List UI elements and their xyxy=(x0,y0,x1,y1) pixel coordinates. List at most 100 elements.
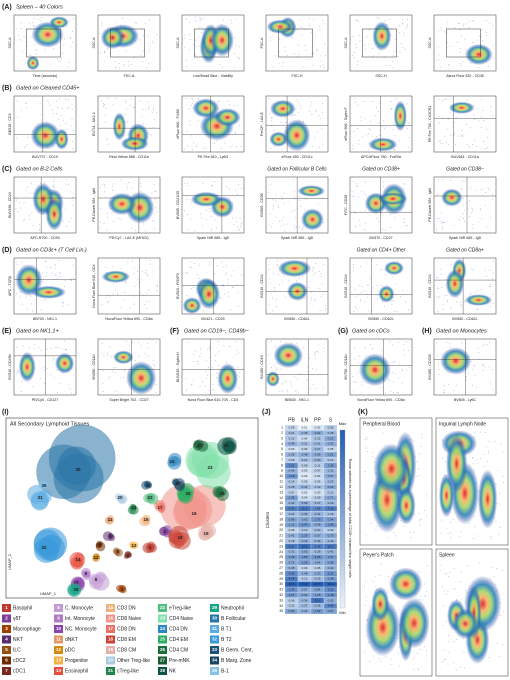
event-dot xyxy=(234,53,236,55)
cell-value: 0.12 xyxy=(289,436,295,440)
event-dot xyxy=(106,302,108,304)
event-dot xyxy=(35,49,37,51)
event-dot xyxy=(360,292,362,293)
event-dot xyxy=(453,225,455,226)
event-dot xyxy=(372,287,374,289)
cell-value: 0.11 xyxy=(315,463,321,467)
event-dot xyxy=(127,261,129,263)
event-dot xyxy=(477,462,479,464)
event-dot xyxy=(237,56,239,58)
event-dot xyxy=(153,119,155,121)
event-dot xyxy=(311,299,313,301)
legend-swatch xyxy=(210,667,219,675)
density-blob xyxy=(359,353,391,387)
cell-value: 0.48 xyxy=(302,452,308,456)
event-dot xyxy=(459,29,461,31)
cell-value: 0.15 xyxy=(315,436,321,440)
event-dot xyxy=(319,66,321,67)
event-dot xyxy=(15,346,17,348)
cluster-cloud xyxy=(94,571,107,583)
event-dot xyxy=(209,211,211,212)
event-dot xyxy=(268,264,270,265)
event-dot xyxy=(272,66,274,68)
density-blob xyxy=(393,100,407,132)
event-dot xyxy=(72,18,74,20)
event-dot xyxy=(384,20,386,22)
event-dot xyxy=(193,286,194,288)
event-dot xyxy=(24,147,26,149)
event-dot xyxy=(17,116,19,118)
event-dot xyxy=(135,22,137,24)
event-dot xyxy=(155,207,156,208)
cluster-number: 6 xyxy=(99,542,102,547)
event-dot xyxy=(382,182,384,184)
cell-value: 0.33 xyxy=(315,458,321,462)
event-dot xyxy=(442,143,443,144)
event-dot xyxy=(187,131,188,133)
event-dot xyxy=(271,223,273,225)
event-dot xyxy=(189,39,191,40)
event-dot xyxy=(460,35,462,37)
event-dot xyxy=(27,309,29,311)
event-dot xyxy=(239,226,241,228)
event-dot xyxy=(144,304,146,306)
row-number: 22 xyxy=(279,539,283,543)
event-dot xyxy=(395,537,397,539)
cluster-cloud xyxy=(167,455,182,470)
event-dot xyxy=(461,181,463,183)
event-dot xyxy=(478,352,480,354)
event-dot xyxy=(37,347,39,348)
density-blob xyxy=(398,597,430,649)
event-dot xyxy=(312,267,314,268)
event-dot xyxy=(46,271,48,273)
event-dot xyxy=(301,276,303,278)
event-dot xyxy=(459,62,461,64)
event-dot xyxy=(112,293,114,295)
event-dot xyxy=(416,476,418,478)
event-dot xyxy=(402,47,404,48)
event-dot xyxy=(486,344,488,345)
event-dot xyxy=(462,61,464,62)
event-dot xyxy=(198,45,200,47)
event-dot xyxy=(353,381,355,383)
row-number: 13 xyxy=(279,490,283,494)
event-dot xyxy=(57,277,59,279)
event-dot xyxy=(364,181,366,183)
event-dot xyxy=(308,24,310,26)
event-dot xyxy=(441,226,443,228)
event-dot xyxy=(293,115,295,117)
event-dot xyxy=(283,192,285,194)
x-axis-label: Nova Fluor Blue 610-70S - CD4 xyxy=(188,398,239,402)
event-dot xyxy=(55,263,57,265)
event-dot xyxy=(223,142,225,144)
event-dot xyxy=(492,294,494,296)
legend-swatch xyxy=(2,667,11,675)
event-dot xyxy=(234,354,236,356)
cell-value: 0.34 xyxy=(302,598,308,602)
event-dot xyxy=(409,532,411,534)
event-dot xyxy=(439,569,441,571)
event-dot xyxy=(385,655,387,657)
event-dot xyxy=(192,353,194,355)
event-dot xyxy=(438,373,440,375)
event-dot xyxy=(26,186,28,188)
row-number: 27 xyxy=(279,566,283,570)
event-dot xyxy=(33,25,35,27)
cluster-number: 5 xyxy=(117,549,120,554)
event-dot xyxy=(404,49,406,51)
cell-value: 0.43 xyxy=(302,609,308,613)
event-dot xyxy=(140,54,142,56)
event-dot xyxy=(298,54,300,55)
event-dot xyxy=(357,20,359,22)
x-axis-label: Live/Dead Blue - Viability xyxy=(193,74,233,78)
event-dot xyxy=(323,351,325,353)
event-dot xyxy=(374,576,376,578)
event-dot xyxy=(450,180,452,182)
event-dot xyxy=(439,268,441,270)
event-dot xyxy=(198,98,199,100)
event-dot xyxy=(184,183,186,184)
event-dot xyxy=(424,646,426,647)
event-dot xyxy=(392,361,394,363)
event-dot xyxy=(49,104,51,106)
event-dot xyxy=(312,146,314,148)
